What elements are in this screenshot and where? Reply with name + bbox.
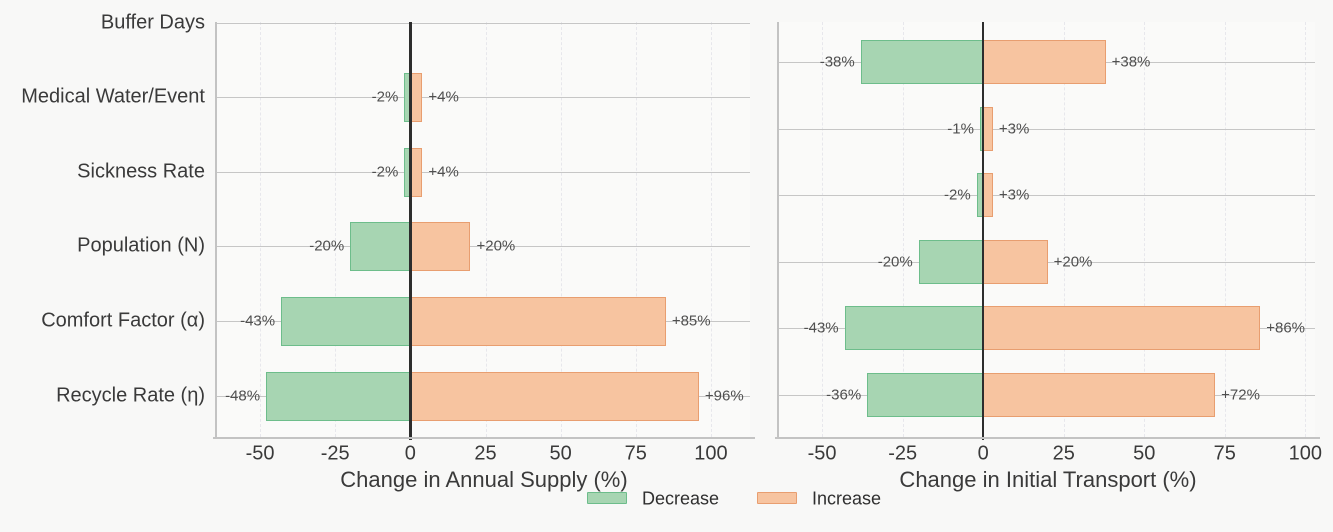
increase-bar [983, 40, 1106, 84]
decrease-value-label: -48% [225, 387, 261, 405]
increase-bar [983, 240, 1048, 284]
grid-tick-line [1144, 22, 1146, 437]
x-tick-label: 100 [694, 442, 728, 465]
legend-label-decrease: Decrease [642, 488, 720, 509]
grid-tick-line [335, 22, 337, 437]
category-label: Recycle Rate (η) [56, 384, 205, 407]
increase-bar [983, 373, 1216, 417]
x-tick-label: -50 [807, 442, 837, 465]
decrease-value-label: -36% [826, 386, 862, 404]
legend-label-increase: Increase [812, 488, 882, 509]
grid-row-line [215, 245, 750, 247]
decrease-value-label: -2% [944, 186, 971, 204]
decrease-bar [860, 40, 984, 84]
increase-value-label: +4% [428, 88, 459, 106]
increase-value-label: +20% [1053, 253, 1093, 271]
grid-tick-line [560, 22, 562, 437]
decrease-bar [281, 296, 411, 346]
increase-value-label: +96% [704, 387, 744, 405]
x-tick-label: 0 [977, 442, 989, 465]
bottom-spine [775, 437, 1320, 439]
increase-value-label: +38% [1111, 53, 1151, 71]
grid-tick-line [1305, 22, 1307, 437]
decrease-bar [867, 373, 984, 417]
grid-tick-line [635, 22, 637, 437]
zero-line [409, 22, 412, 440]
increase-bar [983, 306, 1261, 350]
increase-bar [983, 107, 993, 151]
grid-row-line [215, 96, 750, 98]
x-tick-label: 50 [549, 442, 572, 465]
increase-value-label: +4% [428, 163, 459, 181]
category-label: Sickness Rate [77, 160, 205, 183]
decrease-value-label: -2% [371, 88, 399, 106]
x-tick-label: 25 [474, 442, 497, 465]
grid-tick-line [902, 22, 904, 437]
x-tick-label: -25 [888, 442, 918, 465]
increase-bar [410, 371, 699, 421]
decrease-value-label: -1% [947, 120, 974, 138]
decrease-value-label: -20% [309, 237, 345, 255]
increase-bar [410, 221, 471, 271]
decrease-value-label: -20% [877, 253, 913, 271]
increase-value-label: +72% [1221, 386, 1260, 404]
grid-tick-line [822, 22, 824, 437]
legend-swatch-decrease-icon [587, 492, 627, 504]
x-tick-label: 75 [1213, 442, 1236, 465]
increase-value-label: +20% [476, 237, 516, 255]
zero-line [981, 22, 985, 440]
bottom-spine [213, 437, 755, 439]
grid-tick-line [485, 22, 487, 437]
increase-bar [410, 296, 666, 346]
decrease-value-label: -43% [240, 312, 276, 330]
legend-swatch-increase-icon [757, 492, 797, 504]
category-label: Population (N) [77, 234, 205, 257]
decrease-bar [918, 240, 984, 284]
x-axis-title-initial-transport: Change in Initial Transport (%) [899, 467, 1197, 492]
increase-value-label: +85% [671, 312, 711, 330]
decrease-bar [844, 306, 984, 350]
increase-value-label: +3% [998, 120, 1030, 138]
decrease-value-label: -43% [803, 319, 839, 337]
increase-bar [983, 173, 993, 217]
category-label: Medical Water/Event [21, 85, 205, 108]
grid-tick-line [260, 22, 262, 437]
x-tick-label: 25 [1052, 442, 1075, 465]
category-label: Buffer Days [100, 11, 205, 34]
left-spine [215, 22, 217, 437]
x-axis-title-annual-supply: Change in Annual Supply (%) [340, 467, 628, 492]
grid-row-line [215, 22, 750, 24]
x-tick-label: 50 [1133, 442, 1156, 465]
x-tick-label: -50 [245, 442, 275, 465]
x-tick-label: 75 [624, 442, 647, 465]
increase-value-label: +86% [1266, 319, 1306, 337]
plot-area [215, 22, 750, 437]
x-tick-label: -25 [320, 442, 350, 465]
category-label: Comfort Factor (α) [41, 309, 205, 332]
increase-value-label: +3% [998, 186, 1030, 204]
grid-row-line [777, 128, 1315, 130]
grid-tick-line [710, 22, 712, 437]
grid-tick-line [1224, 22, 1226, 437]
decrease-bar [350, 221, 411, 271]
grid-tick-line [1063, 22, 1065, 437]
x-tick-label: 100 [1288, 442, 1323, 465]
grid-row-line [215, 171, 750, 173]
left-spine [777, 22, 779, 437]
decrease-value-label: -2% [371, 163, 399, 181]
x-tick-label: 0 [404, 442, 416, 465]
grid-row-line [777, 194, 1315, 196]
decrease-value-label: -38% [819, 53, 855, 71]
